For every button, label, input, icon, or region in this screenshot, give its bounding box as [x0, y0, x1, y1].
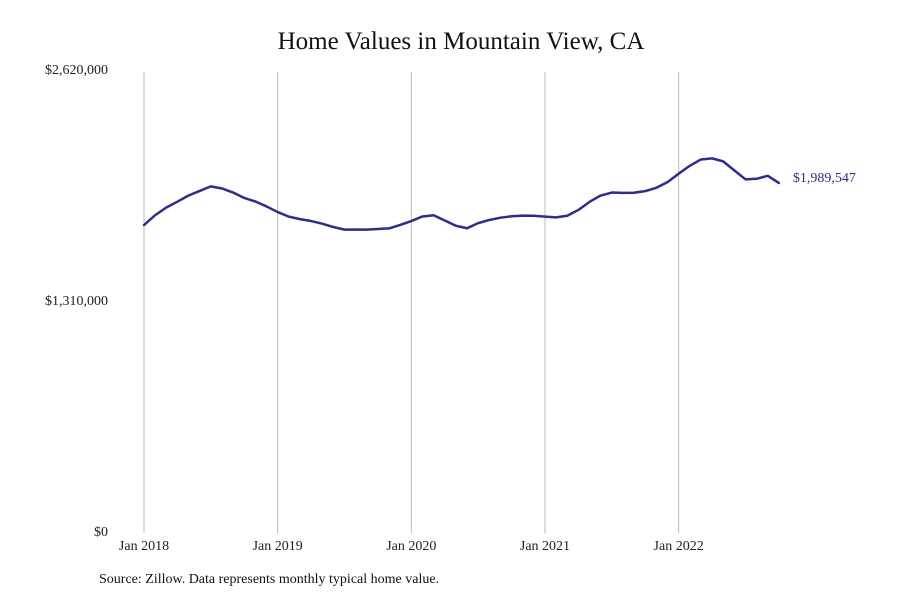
data-point [421, 215, 423, 217]
data-point [611, 191, 613, 193]
data-point [187, 194, 189, 196]
home-value-line [142, 157, 781, 231]
data-point [444, 219, 446, 221]
data-point [232, 191, 234, 193]
data-point [254, 200, 256, 202]
data-point [633, 192, 635, 194]
data-point [332, 226, 334, 228]
data-point [221, 187, 223, 189]
data-point [410, 220, 412, 222]
data-point [533, 215, 535, 217]
y-tick-label-top: $2,620,000 [45, 63, 108, 78]
data-point [488, 219, 490, 221]
data-point [455, 225, 457, 227]
data-point [577, 209, 579, 211]
x-tick-label: Jan 2019 [253, 539, 303, 554]
data-point [265, 205, 267, 207]
data-point [343, 228, 345, 230]
x-tick-label: Jan 2020 [386, 539, 436, 554]
data-point [510, 215, 512, 217]
data-point [778, 182, 780, 184]
data-point [477, 222, 479, 224]
data-point [143, 224, 145, 226]
data-point [243, 197, 245, 199]
data-point [165, 206, 167, 208]
data-point [176, 200, 178, 202]
data-point [198, 190, 200, 192]
data-point [711, 157, 713, 159]
data-point [566, 215, 568, 217]
data-point [555, 216, 557, 218]
data-point [733, 169, 735, 171]
x-tick-label: Jan 2022 [654, 539, 704, 554]
data-point [310, 220, 312, 222]
data-point [354, 228, 356, 230]
data-point [622, 192, 624, 194]
chart-title: Home Values in Mountain View, CA [277, 28, 645, 55]
data-point [299, 218, 301, 220]
data-point [388, 227, 390, 229]
data-point [655, 187, 657, 189]
y-tick-label-bottom: $0 [94, 525, 108, 540]
data-point [677, 173, 679, 175]
data-point [399, 224, 401, 226]
last-value-label: $1,989,547 [793, 171, 856, 186]
data-point [644, 190, 646, 192]
gridlines [143, 72, 680, 533]
x-tick-label: Jan 2018 [119, 539, 169, 554]
data-point [366, 228, 368, 230]
data-point [722, 160, 724, 162]
data-point [521, 214, 523, 216]
x-tick-label: Jan 2021 [520, 539, 570, 554]
y-tick-label-middle: $1,310,000 [45, 294, 108, 309]
data-point [544, 215, 546, 217]
data-point [466, 227, 468, 229]
x-axis-tick-labels: Jan 2018 Jan 2019 Jan 2020 Jan 2021 Jan 2022 [119, 539, 704, 554]
data-point [599, 194, 601, 196]
data-point [377, 228, 379, 230]
series-line-group [142, 157, 781, 231]
data-point [288, 215, 290, 217]
data-point [755, 178, 757, 180]
data-point [767, 175, 769, 177]
data-point [666, 181, 668, 183]
data-point [689, 165, 691, 167]
data-point [276, 211, 278, 213]
data-point [210, 185, 212, 187]
data-point [432, 214, 434, 216]
data-point [321, 222, 323, 224]
data-point [154, 214, 156, 216]
data-point [499, 216, 501, 218]
data-point [588, 201, 590, 203]
data-point [700, 158, 702, 160]
data-point [744, 178, 746, 180]
source-note: Source: Zillow. Data represents monthly … [99, 572, 440, 587]
